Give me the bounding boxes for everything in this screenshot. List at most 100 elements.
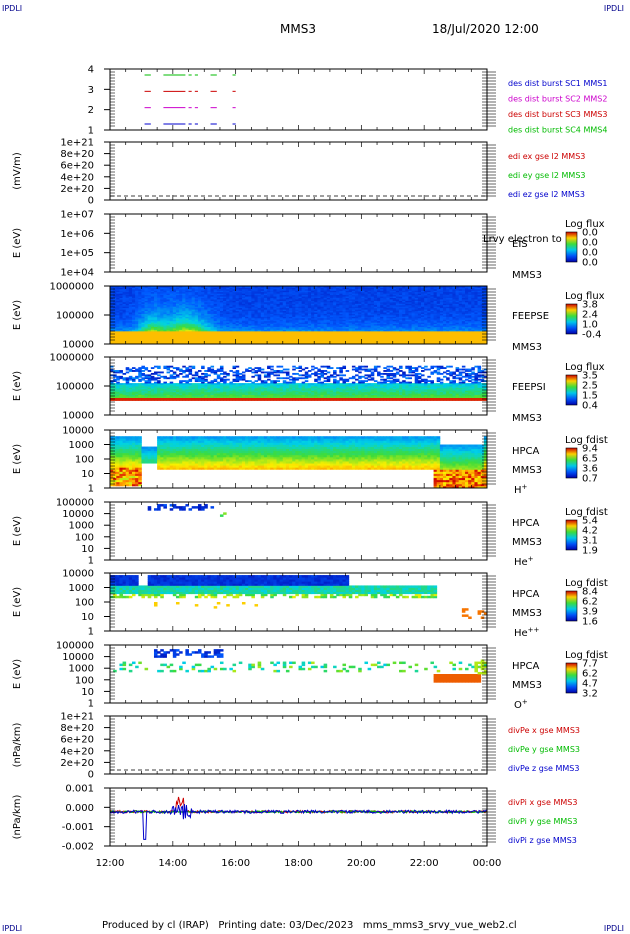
y-tick-label: 1 xyxy=(88,699,94,710)
instrument-label: HPCA xyxy=(512,589,540,600)
spacecraft-label: MMS3 xyxy=(512,608,542,619)
y-tick-label: 6e+20 xyxy=(60,161,94,172)
corner-label-bottom-right: IPDLI xyxy=(603,924,624,933)
y-tick-label: 1 xyxy=(88,484,94,495)
colorbar-tick-label: 6.2 xyxy=(582,669,598,680)
legend-entry: des dist burst SC1 MMS1 xyxy=(508,79,607,88)
colorbar-tick-label: 0.0 xyxy=(582,258,598,269)
legend-entry: des dist burst SC2 MMS2 xyxy=(508,95,607,104)
y-tick-label: 1e+07 xyxy=(60,210,94,221)
y-tick-label: 1e+21 xyxy=(60,712,94,723)
colorbar-tick-label: 1.0 xyxy=(582,320,598,331)
panel-hpca_hepp: 10000 1000 100 10 1 E (eV) Log fdist8.46.23.91… xyxy=(12,569,608,640)
y-tick-label: 1e+06 xyxy=(60,229,94,240)
corner-label-top-left: IPDLI xyxy=(2,4,23,13)
y-tick-label: 2e+20 xyxy=(60,758,94,769)
colorbar-tick-label: 4.7 xyxy=(582,679,598,690)
colorbar-tick-label: 2.4 xyxy=(582,310,598,321)
y-axis-label: E (eV) xyxy=(12,300,23,330)
spacecraft-label: MMS3 xyxy=(512,680,542,691)
colorbar-tick-label: 3.8 xyxy=(582,300,598,311)
y-tick-label: -0.001 xyxy=(62,822,94,833)
colorbar-tick-label: 1.5 xyxy=(582,391,598,402)
y-tick-label: 1e+04 xyxy=(60,268,94,279)
y-tick-label: 2 xyxy=(88,105,94,116)
legend-entry: edi ey gse l2 MMS3 xyxy=(508,171,586,180)
legend-entry: des dist burst SC4 MMS4 xyxy=(508,126,607,135)
heatmap-cells xyxy=(147,504,227,517)
y-axis-label: (nPa/km) xyxy=(12,723,23,768)
colorbar-tick-label: 0.0 xyxy=(582,228,598,239)
y-axis-label: E (eV) xyxy=(12,516,23,546)
panel-frame xyxy=(109,141,488,201)
colorbar-tick-label: -0.4 xyxy=(582,330,602,341)
y-tick-label: 1000000 xyxy=(49,353,94,364)
heatmap-cells xyxy=(110,575,488,619)
colorbar-tick-label: 0.4 xyxy=(582,401,598,412)
time-tick-label: 16:00 xyxy=(221,858,250,869)
y-tick-label: 100 xyxy=(75,675,94,686)
colorbar xyxy=(565,447,578,479)
y-tick-label: 6e+20 xyxy=(60,735,94,746)
spacecraft-label: MMS3 xyxy=(512,537,542,548)
species-charge: ++ xyxy=(528,626,540,634)
time-tick-label: 18:00 xyxy=(284,858,313,869)
y-tick-label: 100000 xyxy=(56,498,94,509)
y-tick-label: 100000 xyxy=(56,311,94,322)
colorbar-tick-label: 3.6 xyxy=(582,464,598,475)
species-label: He++ xyxy=(514,626,540,639)
colorbar-tick-label: 1.9 xyxy=(582,546,598,557)
overlay-text: Lrvy electron to xyxy=(483,234,562,245)
y-axis-label: E (eV) xyxy=(12,371,23,401)
colorbar-tick-label: 3.9 xyxy=(582,607,598,618)
y-tick-label: 1 xyxy=(88,126,94,137)
panel-feepsi: 1000000 100000 10000 E (eV) Log flux3.52.51.… xyxy=(12,353,605,425)
legend-entry: divPi y gse MMS3 xyxy=(508,817,577,826)
y-tick-label: 10000 xyxy=(62,569,94,580)
y-tick-label: 10000 xyxy=(62,509,94,520)
panel-feepse: 1000000 100000 10000 E (eV) Log flux3.82.41.… xyxy=(12,282,605,354)
colorbar-tick-label: 9.4 xyxy=(582,444,598,455)
y-tick-label: 1e+05 xyxy=(60,248,94,259)
colorbar-tick-label: 0.7 xyxy=(582,474,598,485)
y-tick-label: 100 xyxy=(75,455,94,466)
species-charge: + xyxy=(528,555,534,563)
legend-entry: divPe y gse MMS3 xyxy=(508,745,580,754)
colorbar-title: Log fdist xyxy=(565,507,608,518)
colorbar-tick-label: 1.6 xyxy=(582,617,598,628)
heatmap-cells xyxy=(110,436,488,489)
footer: Produced by cl (IRAP) Printing date: 03/… xyxy=(102,920,517,931)
y-tick-label: 10 xyxy=(81,687,94,698)
y-tick-label: 10000 xyxy=(62,411,94,422)
y-tick-label: 1000000 xyxy=(49,282,94,293)
y-tick-label: 0 xyxy=(88,770,94,781)
heatmap-cells xyxy=(110,365,488,401)
time-tick-label: 20:00 xyxy=(347,858,376,869)
y-axis-label: E (eV) xyxy=(12,228,23,258)
instrument-label: FEEPSE xyxy=(512,311,549,322)
y-tick-label: 8e+20 xyxy=(60,149,94,160)
panel-frame xyxy=(109,501,488,561)
y-tick-label: 100 xyxy=(75,532,94,543)
y-tick-label: 1000 xyxy=(69,521,94,532)
divpi-series xyxy=(109,809,488,814)
y-tick-label: 4 xyxy=(88,65,94,76)
y-tick-label: 1000 xyxy=(69,440,94,451)
colorbar xyxy=(565,374,578,406)
y-tick-label: 10000 xyxy=(62,340,94,351)
spacecraft-label: MMS3 xyxy=(512,465,542,476)
colorbar-tick-label: 0.0 xyxy=(582,248,598,259)
y-tick-label: 1000 xyxy=(69,583,94,594)
y-axis-label: E (eV) xyxy=(12,587,23,617)
colorbar-title: Log fdist xyxy=(565,650,608,661)
y-axis-label: E (eV) xyxy=(12,659,23,689)
y-tick-label: -0.002 xyxy=(62,842,94,853)
y-tick-label: 8e+20 xyxy=(60,723,94,734)
y-tick-label: 10 xyxy=(81,469,94,480)
species-label: H+ xyxy=(514,483,528,496)
colorbar-tick-label: 4.2 xyxy=(582,526,598,537)
